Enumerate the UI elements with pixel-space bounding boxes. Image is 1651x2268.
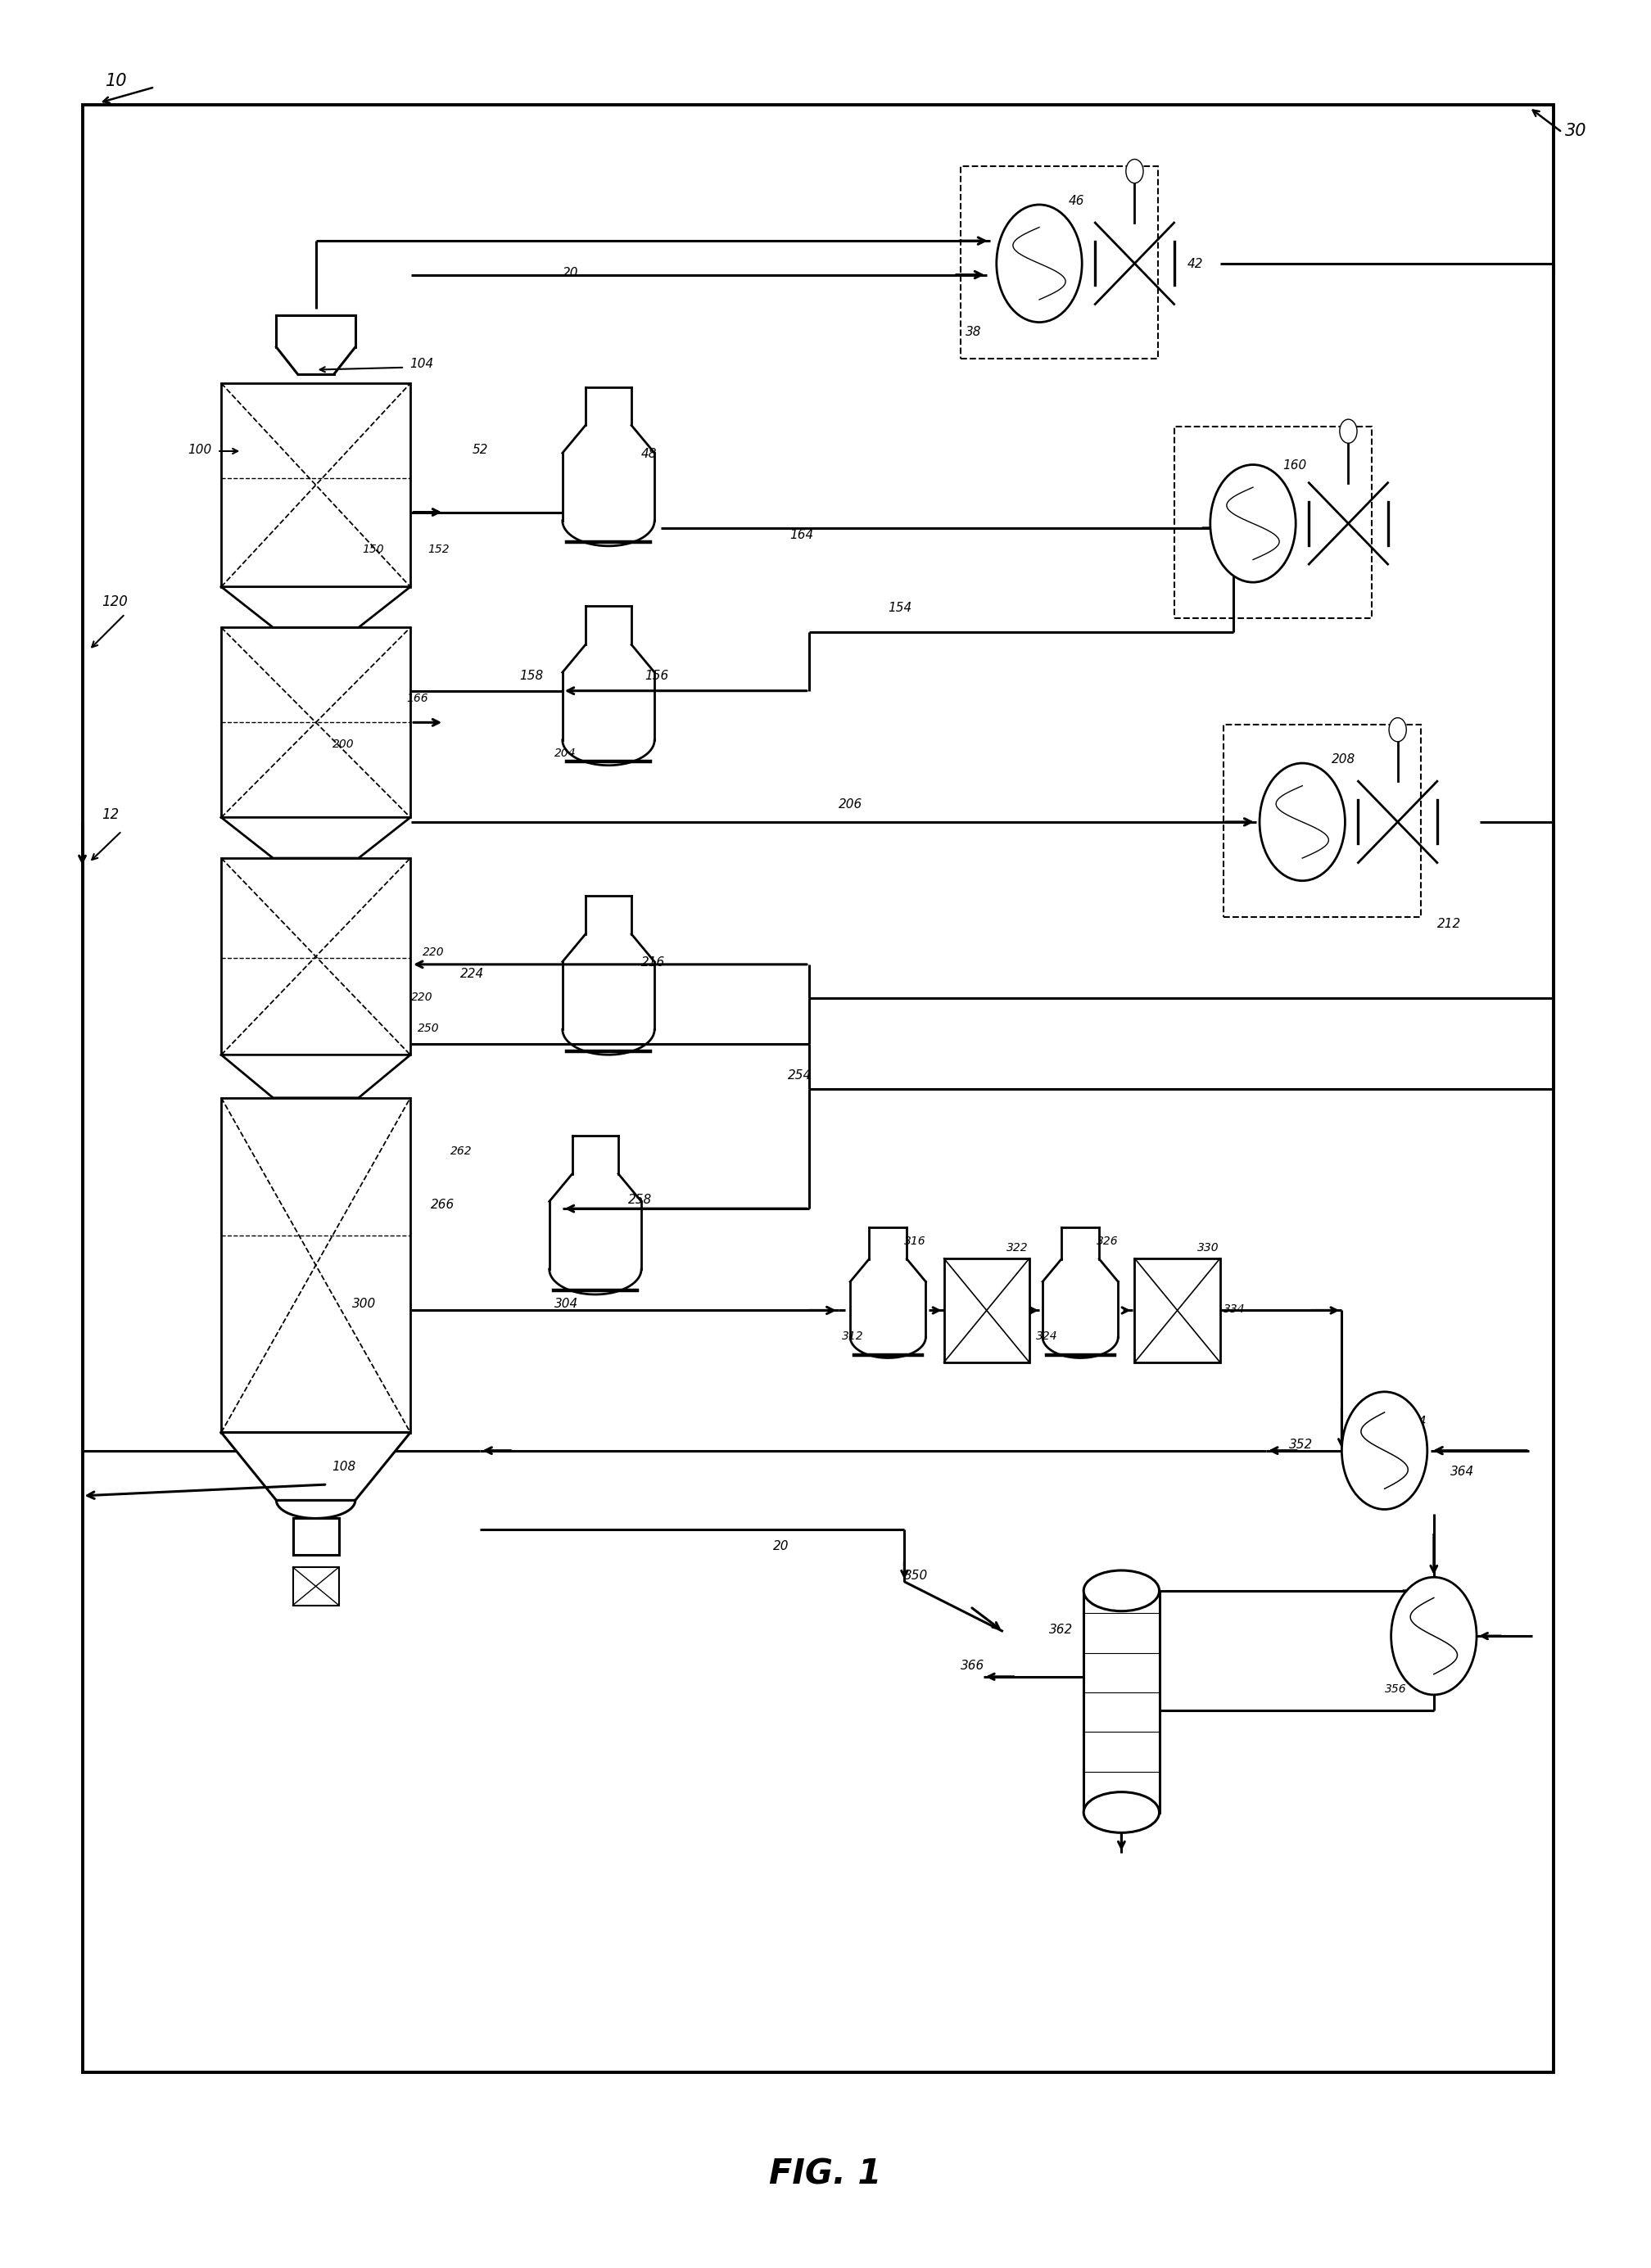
Circle shape [1388, 717, 1407, 742]
Text: 14: 14 [1412, 1415, 1426, 1429]
Text: 18: 18 [1359, 1411, 1374, 1424]
Text: 206: 206 [839, 798, 862, 810]
Text: 266: 266 [431, 1198, 456, 1211]
Text: 300: 300 [352, 1297, 376, 1311]
Text: 360: 360 [1095, 1796, 1118, 1808]
Text: 334: 334 [1223, 1304, 1245, 1315]
Polygon shape [221, 1433, 411, 1501]
Polygon shape [221, 587, 411, 628]
Ellipse shape [1083, 1792, 1159, 1833]
Text: 10: 10 [106, 73, 127, 88]
Bar [221, 383, 411, 587]
Text: 204: 204 [555, 746, 576, 758]
Text: 326: 326 [1096, 1236, 1119, 1247]
Text: 354: 354 [1453, 1608, 1476, 1619]
Text: 216: 216 [641, 957, 665, 968]
Text: 324: 324 [1035, 1331, 1058, 1343]
Text: 100: 100 [188, 442, 211, 456]
Text: 42: 42 [1187, 259, 1204, 270]
Text: 364: 364 [1450, 1465, 1474, 1479]
Bar [292, 1567, 338, 1606]
Text: 160: 160 [1283, 458, 1306, 472]
Circle shape [1126, 159, 1142, 184]
Text: 250: 250 [418, 1023, 439, 1034]
Text: 38: 38 [966, 327, 981, 338]
Text: 108: 108 [332, 1461, 357, 1474]
Text: 352: 352 [1289, 1438, 1313, 1452]
Text: 20: 20 [773, 1540, 789, 1551]
Text: 104: 104 [409, 358, 434, 370]
Text: 156: 156 [644, 669, 669, 683]
Text: 12: 12 [102, 807, 119, 821]
Text: FIG. 1: FIG. 1 [769, 2157, 882, 2191]
Text: 20: 20 [563, 268, 578, 279]
Text: 356: 356 [1385, 1683, 1407, 1694]
Text: 30: 30 [1565, 122, 1587, 138]
Bar [944, 1259, 1029, 1363]
Text: 262: 262 [451, 1145, 472, 1157]
Text: 316: 316 [905, 1236, 926, 1247]
Text: 164: 164 [789, 528, 814, 542]
Text: 320: 320 [982, 1343, 1004, 1354]
Text: 224: 224 [461, 968, 484, 980]
Circle shape [1210, 465, 1296, 583]
Text: 254: 254 [788, 1070, 812, 1082]
Text: 330: 330 [1197, 1243, 1218, 1254]
Text: 366: 366 [961, 1660, 984, 1672]
Text: 46: 46 [1068, 195, 1085, 206]
Bar [1134, 1259, 1220, 1363]
Text: 362: 362 [1048, 1624, 1073, 1635]
Text: 154: 154 [888, 601, 911, 615]
Bar [221, 857, 411, 1055]
Text: 48: 48 [641, 447, 657, 460]
Text: 212: 212 [1436, 919, 1461, 930]
Text: 52: 52 [472, 442, 489, 456]
Bar [221, 628, 411, 816]
Text: 150: 150 [362, 544, 383, 556]
Circle shape [1392, 1576, 1476, 1694]
Text: 312: 312 [842, 1331, 863, 1343]
Text: 152: 152 [428, 544, 449, 556]
Text: 166: 166 [406, 694, 428, 705]
Text: 120: 120 [102, 594, 129, 610]
Text: 304: 304 [555, 1297, 578, 1311]
Text: 220: 220 [423, 946, 444, 957]
Polygon shape [221, 816, 411, 857]
Text: 208: 208 [1332, 753, 1355, 764]
Circle shape [1339, 420, 1357, 442]
Text: 358: 358 [1138, 1796, 1159, 1808]
Text: 200: 200 [332, 737, 353, 751]
Circle shape [1342, 1393, 1426, 1510]
Circle shape [997, 204, 1081, 322]
Ellipse shape [1083, 1569, 1159, 1610]
Text: 350: 350 [905, 1569, 928, 1581]
Text: 258: 258 [627, 1193, 652, 1207]
Bar [1083, 1590, 1159, 1812]
Bar [221, 1098, 411, 1433]
Polygon shape [221, 1055, 411, 1098]
Text: 322: 322 [1007, 1243, 1029, 1254]
Text: 220: 220 [411, 991, 433, 1002]
Polygon shape [276, 1501, 355, 1517]
Text: 158: 158 [520, 669, 543, 683]
Circle shape [1260, 762, 1346, 880]
